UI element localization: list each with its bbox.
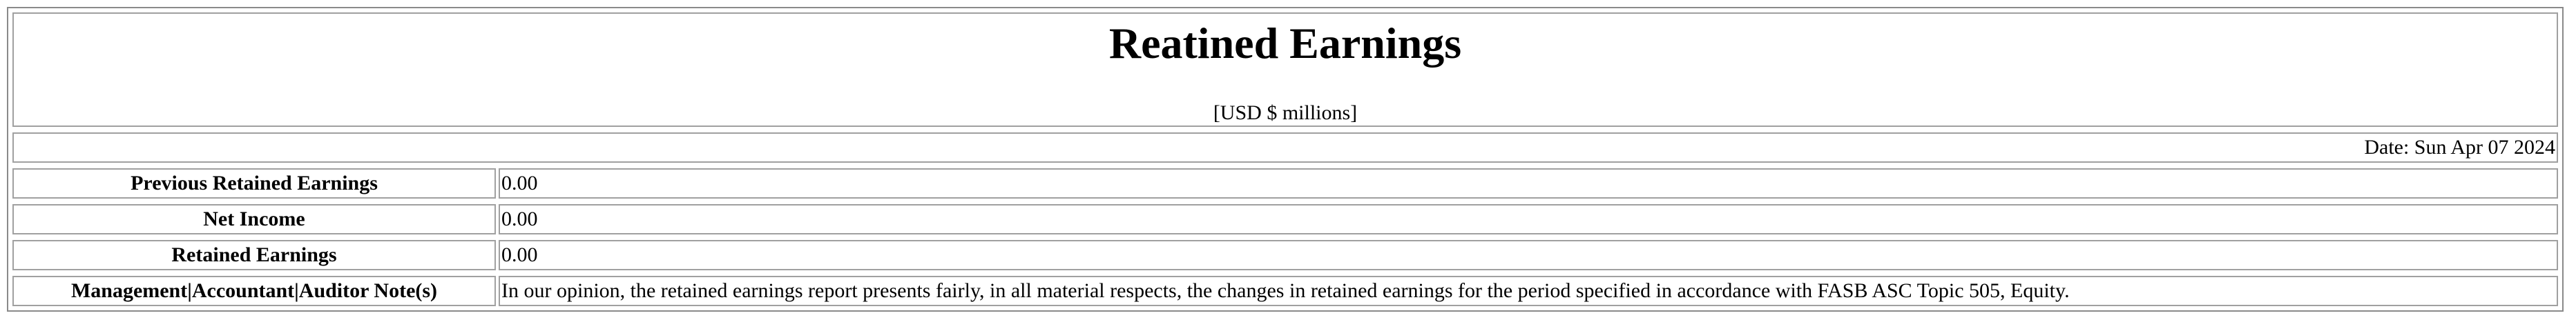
row-value-notes: In our opinion, the retained earnings re… xyxy=(499,276,2558,306)
table-row: Management|Accountant|Auditor Note(s) In… xyxy=(12,276,2558,306)
row-value-net-income: 0.00 xyxy=(499,204,2558,234)
table-row: Retained Earnings 0.00 xyxy=(12,240,2558,270)
row-table: Retained Earnings 0.00 xyxy=(10,237,2561,273)
row-table: Net Income 0.00 xyxy=(10,201,2561,237)
row-table: Previous Retained Earnings 0.00 xyxy=(10,166,2561,201)
row-table: Management|Accountant|Auditor Note(s) In… xyxy=(10,273,2561,309)
row-value-retained-earnings: 0.00 xyxy=(499,240,2558,270)
report-date-table: Date: Sun Apr 07 2024 xyxy=(10,130,2561,166)
report-title: Reatined Earnings xyxy=(1108,19,1462,68)
retained-earnings-report: Reatined Earnings [USD $ millions] Date:… xyxy=(7,7,2564,312)
row-label-retained-earnings: Retained Earnings xyxy=(12,240,496,270)
report-header-table: Reatined Earnings [USD $ millions] xyxy=(10,10,2561,130)
row-label-net-income: Net Income xyxy=(12,204,496,234)
row-label-notes: Management|Accountant|Auditor Note(s) xyxy=(12,276,496,306)
report-units: [USD $ millions] xyxy=(1213,101,1358,124)
report-date: Date: Sun Apr 07 2024 xyxy=(12,132,2558,163)
table-row: Previous Retained Earnings 0.00 xyxy=(12,168,2558,199)
table-row: Net Income 0.00 xyxy=(12,204,2558,234)
row-value-previous-retained-earnings: 0.00 xyxy=(499,168,2558,199)
title-cell: Reatined Earnings [USD $ millions] xyxy=(12,12,2558,127)
row-label-previous-retained-earnings: Previous Retained Earnings xyxy=(12,168,496,199)
